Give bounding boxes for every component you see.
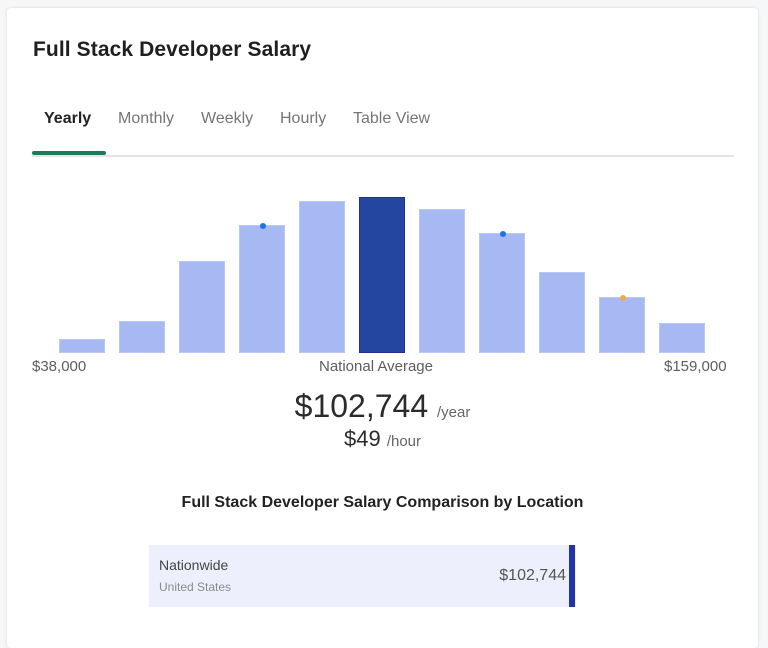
location-bar-indicator bbox=[569, 545, 575, 607]
location-salary: $102,744 bbox=[499, 567, 566, 584]
salary-bar[interactable] bbox=[119, 321, 165, 353]
hourly-average: $49 /hour bbox=[7, 426, 758, 452]
yearly-average: $102,744 /year bbox=[7, 388, 758, 425]
salary-distribution-chart bbox=[7, 8, 758, 628]
salary-bar[interactable] bbox=[479, 231, 525, 353]
salary-bar[interactable] bbox=[179, 261, 225, 353]
salary-bar[interactable] bbox=[419, 209, 465, 353]
tab-hourly[interactable]: Hourly bbox=[280, 110, 327, 127]
national-average-label: National Average bbox=[319, 358, 433, 375]
hourly-average-value: $49 bbox=[343, 426, 381, 451]
hourly-unit: /hour bbox=[386, 433, 422, 450]
max-salary-label: $159,000 bbox=[664, 358, 727, 375]
tab-monthly[interactable]: Monthly bbox=[118, 110, 175, 127]
location-sub: United States bbox=[159, 580, 232, 594]
min-salary-label: $38,000 bbox=[32, 358, 87, 375]
salary-marker-dot[interactable] bbox=[260, 223, 266, 229]
active-tab-indicator bbox=[32, 151, 106, 155]
national-average-bar[interactable] bbox=[359, 197, 405, 353]
period-tabs: Yearly Monthly Weekly Hourly Table View bbox=[32, 108, 734, 157]
comparison-title: Full Stack Developer Salary Comparison b… bbox=[181, 494, 584, 511]
salary-bar[interactable] bbox=[299, 201, 345, 353]
salary-bar[interactable] bbox=[239, 223, 285, 353]
tab-table-view[interactable]: Table View bbox=[353, 110, 431, 127]
tab-yearly[interactable]: Yearly bbox=[44, 110, 92, 127]
salary-bar[interactable] bbox=[59, 339, 105, 353]
location-row-nationwide[interactable]: Nationwide United States $102,744 bbox=[149, 545, 576, 607]
page-title: Full Stack Developer Salary bbox=[33, 38, 312, 61]
salary-bar[interactable] bbox=[599, 295, 645, 353]
yearly-average-value: $102,744 bbox=[294, 388, 429, 424]
location-name: Nationwide bbox=[159, 557, 229, 573]
salary-bar[interactable] bbox=[539, 272, 585, 353]
tab-weekly[interactable]: Weekly bbox=[201, 110, 254, 127]
yearly-unit: /year bbox=[437, 404, 471, 421]
salary-card: Full Stack Developer Salary Yearly Month… bbox=[7, 8, 758, 648]
salary-bar[interactable] bbox=[659, 323, 705, 353]
salary-marker-dot[interactable] bbox=[500, 231, 506, 237]
salary-marker-dot[interactable] bbox=[620, 295, 626, 301]
